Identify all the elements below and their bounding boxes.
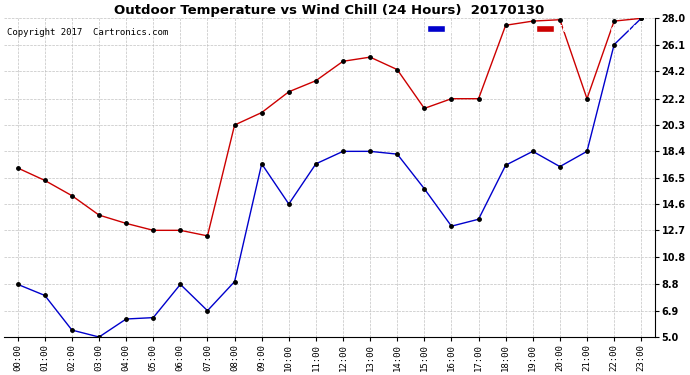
Title: Outdoor Temperature vs Wind Chill (24 Hours)  20170130: Outdoor Temperature vs Wind Chill (24 Ho…	[115, 4, 544, 17]
Text: Copyright 2017  Cartronics.com: Copyright 2017 Cartronics.com	[8, 28, 168, 37]
Legend: Wind Chill  (°F), Temperature  (°F): Wind Chill (°F), Temperature (°F)	[425, 23, 650, 36]
